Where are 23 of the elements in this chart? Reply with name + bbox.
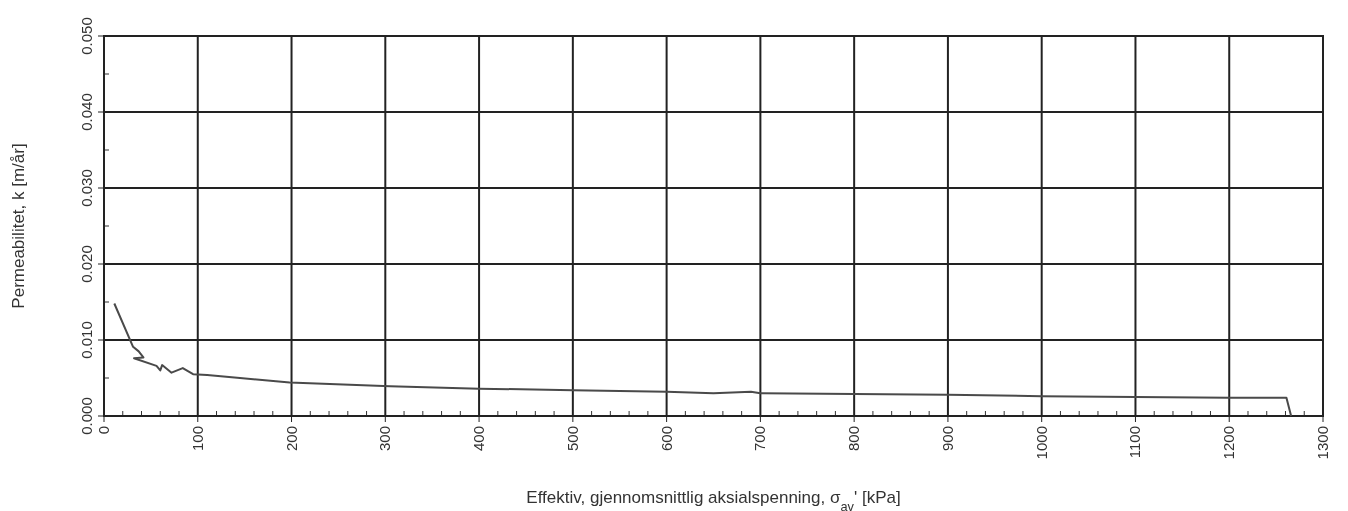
x-tick-label: 1100 [1126,426,1144,459]
x-tick-label: 800 [845,426,863,452]
y-tick-label: 0.010 [78,321,95,359]
x-tick-label: 500 [563,426,581,452]
y-tick-label: 0.050 [78,17,95,55]
x-tick-label: 1000 [1032,426,1050,460]
line-series [113,302,1293,417]
y-tick-label: 0.000 [78,397,95,435]
x-tick-label: 600 [657,426,675,452]
y-tick-label: 0.040 [78,93,95,131]
x-tick-label: 0 [95,426,112,435]
y-tick-label: 0.030 [78,169,95,207]
x-tick-label: 700 [751,426,769,452]
x-tick-label: 1200 [1220,426,1238,460]
x-tick-label: 200 [282,426,300,452]
y-axis-title: Permeabilitet, k [m/år] [9,143,28,309]
x-tick-label: 100 [188,426,206,452]
x-tick-label: 300 [376,426,394,452]
y-tick-label: 0.020 [78,245,95,283]
x-tick-label: 900 [938,426,956,452]
x-axis-title: Effektiv, gjennomsnittlig aksialspenning, σ$_{av}$' [kPa] [526,488,901,511]
x-tick-label: 1300 [1314,426,1331,460]
x-tick-label: 400 [470,426,488,452]
